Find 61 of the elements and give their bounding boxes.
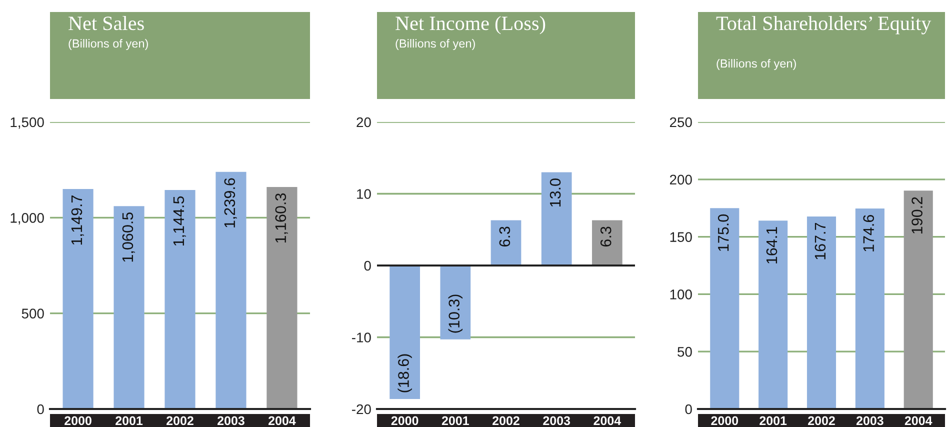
chart-subtitle: (Billions of yen) [716,59,796,70]
x-tick-label: 2004 [904,416,932,426]
y-tick-label: -20 [352,404,371,414]
data-label: 1,239.6 [224,178,237,228]
y-tick-label: 1,500 [10,117,44,129]
bar [440,266,471,340]
y-tick-label: 100 [670,290,692,300]
x-tick-label: 2003 [218,416,244,426]
data-label: 174.6 [863,214,874,252]
data-label: 175.0 [718,214,729,251]
x-tick-label: 2002 [808,416,835,426]
bar [592,220,622,266]
y-tick-label: -10 [352,332,371,342]
x-tick-label: 2000 [64,416,92,426]
bar [806,216,836,409]
x-tick-label: 2000 [391,416,418,426]
data-label: (10.3) [448,294,463,333]
bar [758,220,788,409]
x-tick-label: 2003 [543,416,570,426]
y-tick-label: 150 [670,232,692,242]
chart-title: Total Shareholders’ Equity [716,16,932,34]
x-tick-label: 2001 [442,416,469,426]
data-label: 1,060.5 [122,212,135,262]
y-tick-label: 0 [685,404,692,414]
y-tick-label: 0 [37,404,44,414]
bar [710,208,740,409]
x-tick-label: 2000 [711,416,738,426]
chart-subtitle: (Billions of yen) [68,39,148,50]
data-label: 1,160.3 [275,193,288,243]
data-label: 190.2 [912,197,922,234]
x-tick-label: 2002 [166,416,194,426]
bar [904,190,933,409]
bar [855,208,884,409]
data-label: 1,144.5 [173,196,186,246]
y-tick-label: 20 [356,117,371,128]
chart-title: Net Income (Loss) [396,16,546,34]
y-tick-label: 1,000 [10,213,44,224]
y-tick-label: 500 [22,308,44,319]
data-label: 6.3 [600,226,612,246]
chart-title: Net Sales [68,16,144,30]
data-label: (18.6) [398,354,412,392]
x-tick-label: 2001 [760,416,787,426]
x-tick-label: 2003 [856,416,884,426]
bar [541,172,572,266]
y-tick-label: 200 [670,174,692,185]
y-tick-label: 0 [364,260,371,271]
data-label: 167.7 [814,222,826,260]
x-tick-label: 2002 [492,416,520,426]
x-tick-label: 2001 [116,416,143,426]
bar [390,266,420,399]
data-label: 13.0 [550,178,561,207]
x-tick-label: 2004 [594,416,622,426]
data-label: 164.1 [766,227,778,264]
y-tick-label: 250 [670,117,692,128]
y-tick-label: 10 [357,189,371,199]
bar [490,220,522,266]
y-tick-label: 50 [678,346,692,357]
chart-subtitle: (Billions of yen) [396,39,475,50]
data-label: 6.3 [499,226,510,246]
data-label: 1,149.7 [71,196,84,245]
x-tick-label: 2004 [268,416,296,426]
